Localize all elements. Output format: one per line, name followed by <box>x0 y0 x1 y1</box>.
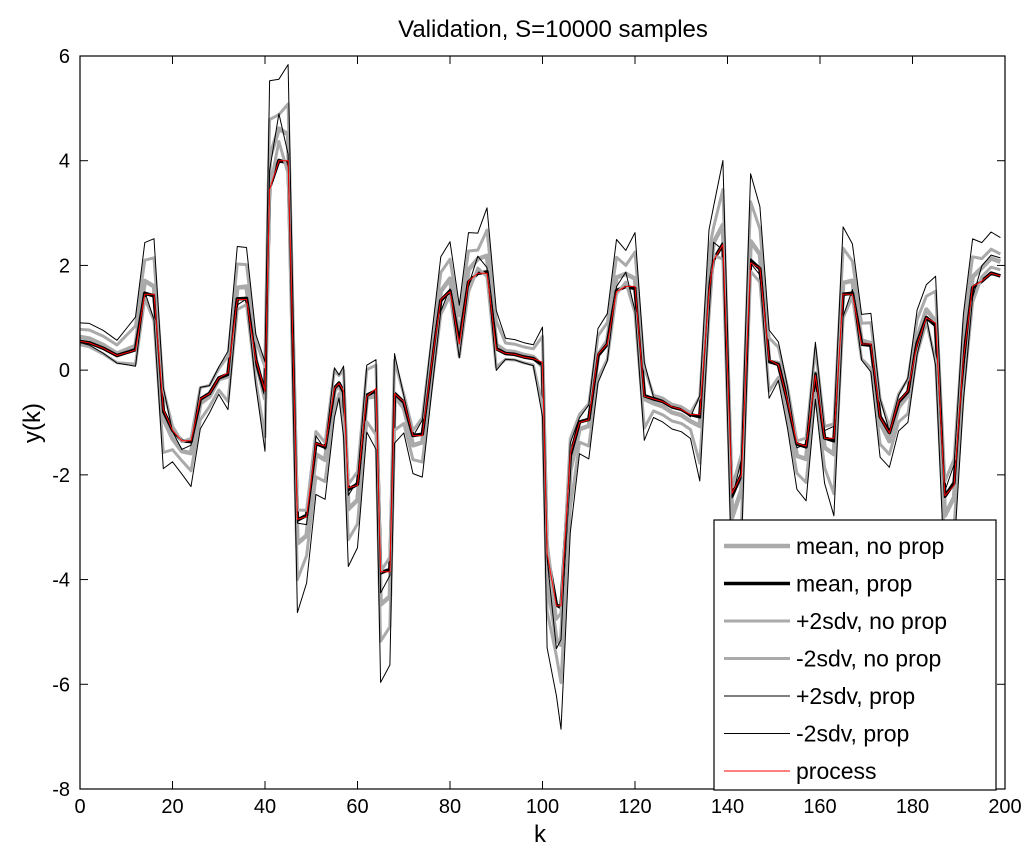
plot-frame <box>79 55 1006 790</box>
x-tick-label: 120 <box>618 796 651 818</box>
x-tick-label: 100 <box>526 796 559 818</box>
y-tick-label: -2 <box>52 465 70 487</box>
x-tick-label: 60 <box>346 796 368 818</box>
legend-label: mean, no prop <box>796 533 944 559</box>
y-axis-label: y(k) <box>19 403 46 443</box>
x-tick-label: 20 <box>161 796 183 818</box>
x-tick-label: 40 <box>254 796 276 818</box>
legend: mean, no prop mean, prop +2sdv, no prop -2s… <box>713 519 997 791</box>
x-tick-label: 180 <box>896 796 929 818</box>
y-tick-label: 2 <box>59 255 70 277</box>
legend-label: +2sdv, prop <box>796 683 915 709</box>
series-line <box>80 113 1001 730</box>
x-tick-label: 80 <box>439 796 461 818</box>
legend-label: +2sdv, no prop <box>796 608 947 634</box>
y-tick-label: 6 <box>59 46 70 68</box>
y-tick-label: 4 <box>59 151 70 173</box>
legend-label: -2sdv, no prop <box>796 646 941 672</box>
chart-title: Validation, S=10000 samples <box>398 16 708 43</box>
tick-layer: 0 20 40 60 80 100 120 140 160 180 200 -8 -6 -4 -2 0 2 4 6 <box>52 46 1021 818</box>
x-tick-label: 140 <box>711 796 744 818</box>
y-tick-label: -6 <box>52 674 70 696</box>
x-tick-label: 160 <box>803 796 836 818</box>
legend-box <box>713 519 997 791</box>
y-tick-label: -8 <box>52 779 70 801</box>
legend-label: mean, prop <box>796 571 912 597</box>
x-axis-label: k <box>534 821 547 848</box>
legend-label: -2sdv, prop <box>796 721 909 747</box>
series-layer <box>80 64 1002 730</box>
legend-label: process <box>796 758 877 784</box>
x-tick-label: 0 <box>74 796 85 818</box>
series-line <box>80 64 1001 650</box>
y-tick-label: -4 <box>52 570 70 592</box>
series-line <box>80 160 1001 607</box>
x-tick-label: 200 <box>988 796 1021 818</box>
y-tick-label: 0 <box>59 360 70 382</box>
